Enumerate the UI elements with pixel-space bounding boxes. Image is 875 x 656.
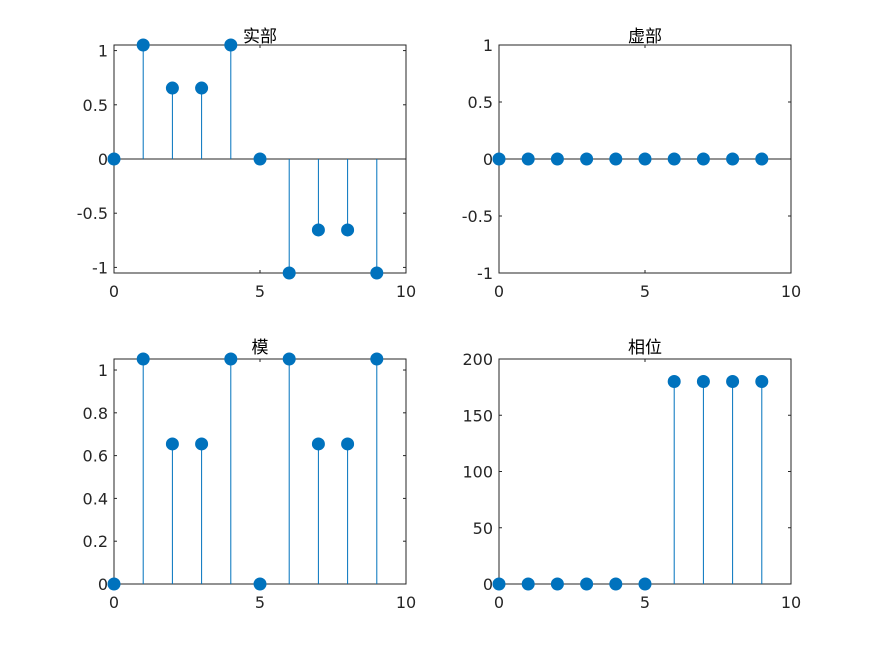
subplot-title: 虚部 — [628, 27, 662, 47]
stem-marker — [224, 38, 238, 52]
stem-marker — [107, 152, 121, 166]
y-tick-label: 0.4 — [83, 489, 108, 508]
subplot-title: 模 — [252, 338, 269, 358]
stem-marker — [224, 352, 238, 366]
y-tick-label: 0 — [98, 575, 108, 594]
stem-marker — [667, 375, 681, 388]
stem-marker — [165, 437, 179, 451]
y-tick-label: 0.5 — [83, 96, 108, 115]
stem-marker — [341, 437, 355, 451]
x-tick-label: 10 — [396, 282, 416, 301]
stem-marker — [755, 375, 769, 388]
stem-marker — [726, 375, 740, 388]
stem-marker — [667, 152, 681, 166]
stem-marker — [726, 152, 740, 166]
stem-marker — [696, 375, 710, 388]
x-tick-label: 0 — [494, 593, 504, 612]
stem-marker — [311, 437, 325, 451]
y-tick-label: 1 — [98, 361, 108, 380]
subplot-real-part: 实部 -1-0.500.510 5 10 — [77, 27, 416, 301]
x-tick-label: 0 — [109, 593, 119, 612]
x-tick-label: 5 — [255, 593, 265, 612]
y-tick-label: 50 — [473, 519, 493, 538]
stem-marker — [136, 38, 150, 52]
stem-marker — [195, 81, 209, 95]
y-tick-label: 0.5 — [468, 93, 493, 112]
y-tick-label: -1 — [92, 258, 108, 277]
subplot-imaginary-part: 虚部 -1-0.500.510 5 10 — [462, 27, 801, 301]
stem-marker — [696, 152, 710, 166]
y-tick-label: 0.6 — [83, 447, 108, 466]
stem-marker — [165, 81, 179, 95]
y-tick-label: 1 — [483, 36, 493, 55]
x-tick-label: 10 — [396, 593, 416, 612]
stem-marker — [492, 152, 506, 166]
x-tick-label: 5 — [640, 593, 650, 612]
stem-marker — [370, 266, 384, 280]
stem-marker — [253, 577, 267, 591]
subplot-magnitude: 模 00.20.40.60.810 5 10 — [83, 338, 417, 612]
stem-marker — [755, 152, 769, 166]
stem-marker — [253, 152, 267, 166]
y-tick-label: -0.5 — [77, 204, 108, 223]
x-tick-label: 10 — [781, 282, 801, 301]
y-tick-label: 0 — [98, 150, 108, 169]
y-tick-label: 0 — [483, 575, 493, 594]
stem-marker — [370, 352, 384, 366]
y-tick-label: 150 — [462, 406, 493, 425]
x-tick-label: 5 — [255, 282, 265, 301]
stem-marker — [550, 577, 564, 591]
stem-marker — [282, 352, 296, 366]
stem-marker — [638, 152, 652, 166]
stem-marker — [550, 152, 564, 166]
y-tick-label: 100 — [462, 463, 493, 482]
y-tick-label: -0.5 — [462, 207, 493, 226]
y-tick-label: 0 — [483, 150, 493, 169]
stem-marker — [521, 577, 535, 591]
stem-marker — [521, 152, 535, 166]
stem-marker — [638, 577, 652, 591]
x-tick-label: 5 — [640, 282, 650, 301]
stem-marker — [341, 223, 355, 237]
x-tick-label: 10 — [781, 593, 801, 612]
stem-marker — [136, 352, 150, 366]
y-tick-label: -1 — [477, 264, 493, 283]
stem-marker — [580, 577, 594, 591]
stem-marker — [282, 266, 296, 280]
y-tick-label: 200 — [462, 350, 493, 369]
stem-marker — [195, 437, 209, 451]
stem-marker — [609, 577, 623, 591]
subplot-title: 实部 — [243, 27, 277, 47]
stem-marker — [107, 577, 121, 591]
stem-marker — [311, 223, 325, 237]
y-tick-label: 1 — [98, 42, 108, 61]
stem-marker — [492, 577, 506, 591]
y-tick-label: 0.8 — [83, 404, 108, 423]
subplot-phase: 相位 0 50 100 150 200 0 5 10 — [462, 338, 801, 612]
stem-marker — [609, 152, 623, 166]
stem-marker — [580, 152, 594, 166]
y-tick-label: 0.2 — [83, 532, 108, 551]
x-tick-label: 0 — [494, 282, 504, 301]
subplot-title: 相位 — [628, 338, 662, 358]
x-tick-label: 0 — [109, 282, 119, 301]
